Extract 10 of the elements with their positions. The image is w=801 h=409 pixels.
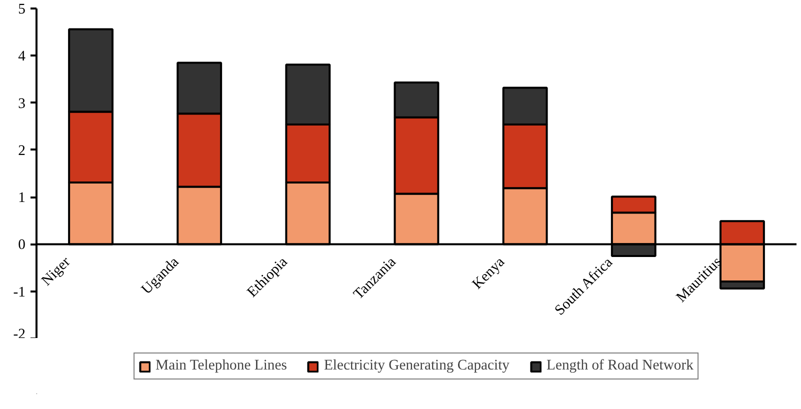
y-tick-label: 4 [18, 48, 26, 65]
y-tick-label: 2 [18, 142, 26, 159]
y-tick-label: 1 [18, 190, 26, 206]
y-tick-label: -1 [13, 284, 26, 300]
legend-label: Main Telephone Lines [156, 358, 287, 374]
y-tick-label: 5 [18, 2, 26, 18]
legend-label: Length of Road Network [546, 358, 694, 374]
legend-label: Electricity Generating Capacity [324, 358, 510, 374]
y-tick-label: 0 [18, 237, 26, 254]
y-tick-label: 3 [18, 96, 26, 112]
